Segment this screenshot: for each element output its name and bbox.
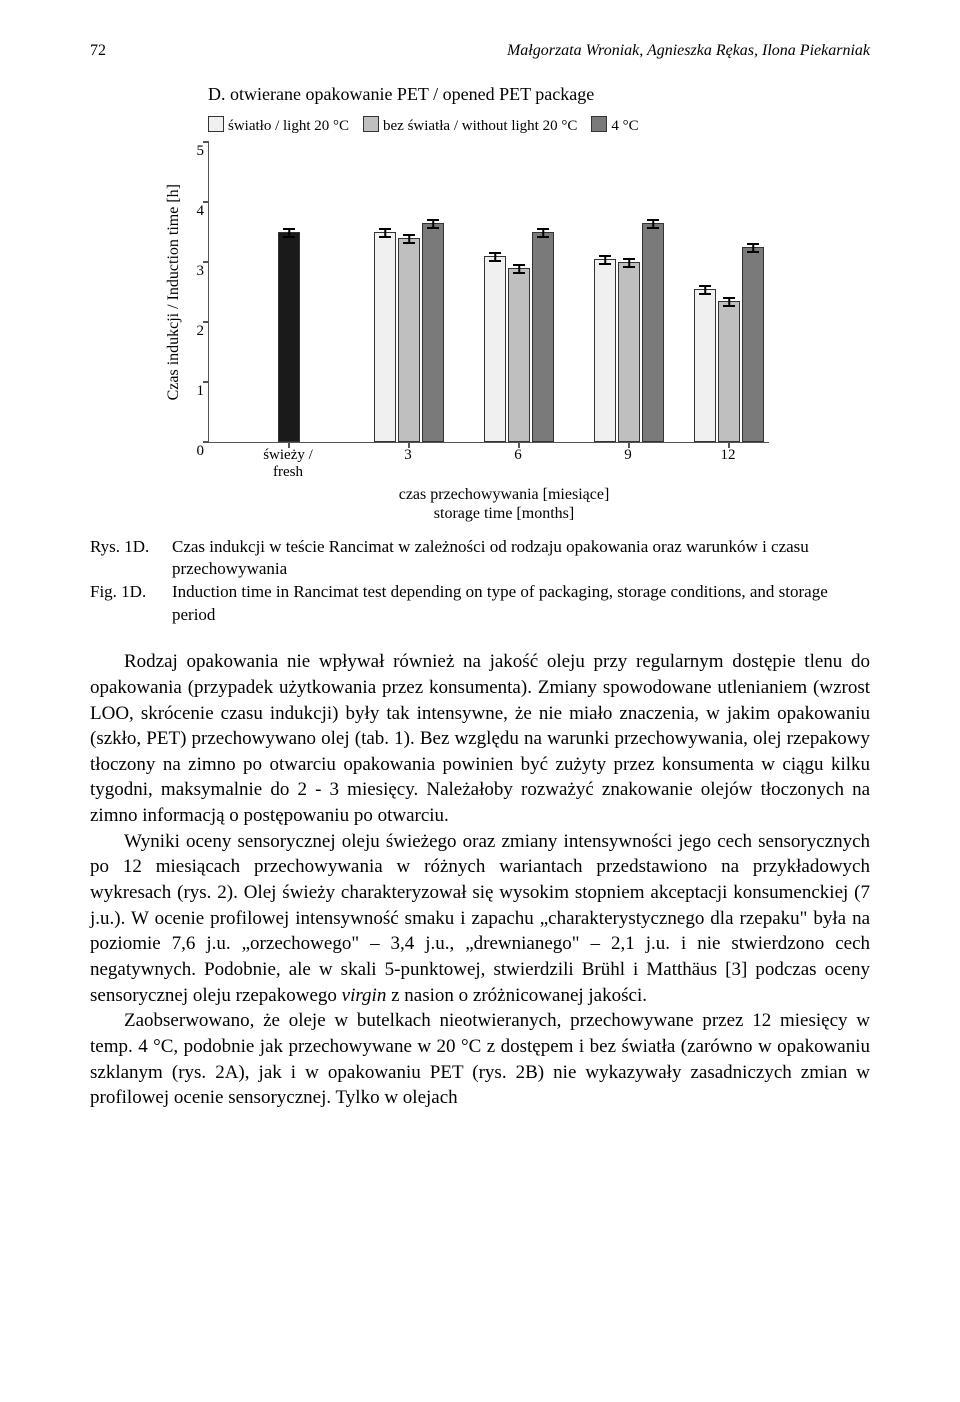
bar bbox=[618, 262, 640, 442]
bar-group bbox=[278, 232, 300, 442]
legend-label: światło / light 20 °C bbox=[228, 118, 349, 134]
y-axis-label: Czas indukcji / Induction time [h] bbox=[163, 184, 185, 400]
legend-label: bez światła / without light 20 °C bbox=[383, 118, 577, 134]
bar-group bbox=[484, 232, 554, 442]
p2-part-a: Wyniki oceny sensorycznej oleju świeżego… bbox=[90, 831, 870, 1006]
legend-label: 4 °C bbox=[611, 118, 638, 134]
bar bbox=[642, 223, 664, 442]
y-tick-label: 2 bbox=[197, 321, 205, 341]
y-tick-label: 1 bbox=[197, 381, 205, 401]
chart-plot-area bbox=[208, 142, 769, 443]
bar bbox=[374, 232, 396, 442]
caption-text-rys: Czas indukcji w teście Rancimat w zależn… bbox=[172, 536, 870, 582]
bar-group bbox=[694, 247, 764, 442]
caption-text-fig: Induction time in Rancimat test dependin… bbox=[172, 581, 870, 627]
x-tick-label: 6 bbox=[514, 447, 522, 464]
x-axis-label: czas przechowywania [miesiące] storage t… bbox=[208, 485, 800, 523]
running-head-authors: Małgorzata Wroniak, Agnieszka Rękas, Ilo… bbox=[507, 40, 870, 62]
y-ticks: 012345 bbox=[188, 142, 208, 443]
y-tick-label: 3 bbox=[197, 261, 205, 281]
bar bbox=[484, 256, 506, 442]
bar bbox=[694, 289, 716, 442]
paragraph-1: Rodzaj opakowania nie wpływał również na… bbox=[90, 649, 870, 828]
p2-italic: virgin bbox=[342, 985, 387, 1006]
x-axis-label-line2: storage time [months] bbox=[208, 504, 800, 523]
bar bbox=[398, 238, 420, 442]
x-tick-label: świeży /fresh bbox=[263, 447, 313, 480]
bar bbox=[508, 268, 530, 442]
chart-title: D. otwierane opakowanie PET / opened PET… bbox=[208, 82, 800, 106]
y-tick-label: 4 bbox=[197, 201, 205, 221]
caption-tag-rys: Rys. 1D. bbox=[90, 536, 172, 582]
caption-tag-fig: Fig. 1D. bbox=[90, 581, 172, 627]
body-text: Rodzaj opakowania nie wpływał również na… bbox=[90, 649, 870, 1111]
paragraph-2: Wyniki oceny sensorycznej oleju świeżego… bbox=[90, 829, 870, 1008]
swatch-4c bbox=[591, 116, 607, 132]
p2-part-b: z nasion o zróżnicowanej jakości. bbox=[386, 985, 647, 1006]
x-tick-label: 9 bbox=[624, 447, 632, 464]
chart-d: D. otwierane opakowanie PET / opened PET… bbox=[160, 82, 800, 524]
legend-item-light: światło / light 20 °C bbox=[208, 116, 349, 136]
page-number: 72 bbox=[90, 40, 106, 62]
chart-legend: światło / light 20 °C bez światła / with… bbox=[208, 116, 800, 136]
bar bbox=[718, 301, 740, 442]
x-axis-label-line1: czas przechowywania [miesiące] bbox=[208, 485, 800, 504]
paragraph-3: Zaobserwowano, że oleje w butelkach nieo… bbox=[90, 1008, 870, 1111]
x-tick-label: 12 bbox=[721, 447, 736, 464]
bar bbox=[594, 259, 616, 442]
bar bbox=[422, 223, 444, 442]
bar bbox=[742, 247, 764, 442]
legend-item-4c: 4 °C bbox=[591, 116, 638, 136]
swatch-nolight bbox=[363, 116, 379, 132]
bar-group bbox=[594, 223, 664, 442]
x-ticks: świeży /fresh 3 6 9 12 bbox=[208, 443, 768, 485]
bar bbox=[278, 232, 300, 442]
swatch-light bbox=[208, 116, 224, 132]
figure-caption: Rys. 1D. Czas indukcji w teście Rancimat… bbox=[90, 536, 870, 628]
bar bbox=[532, 232, 554, 442]
legend-item-nolight: bez światła / without light 20 °C bbox=[363, 116, 577, 136]
y-tick-label: 0 bbox=[197, 441, 205, 461]
x-tick-label: 3 bbox=[404, 447, 412, 464]
bar-group bbox=[374, 223, 444, 442]
y-tick-label: 5 bbox=[197, 141, 205, 161]
running-head: 72 Małgorzata Wroniak, Agnieszka Rękas, … bbox=[90, 40, 870, 62]
